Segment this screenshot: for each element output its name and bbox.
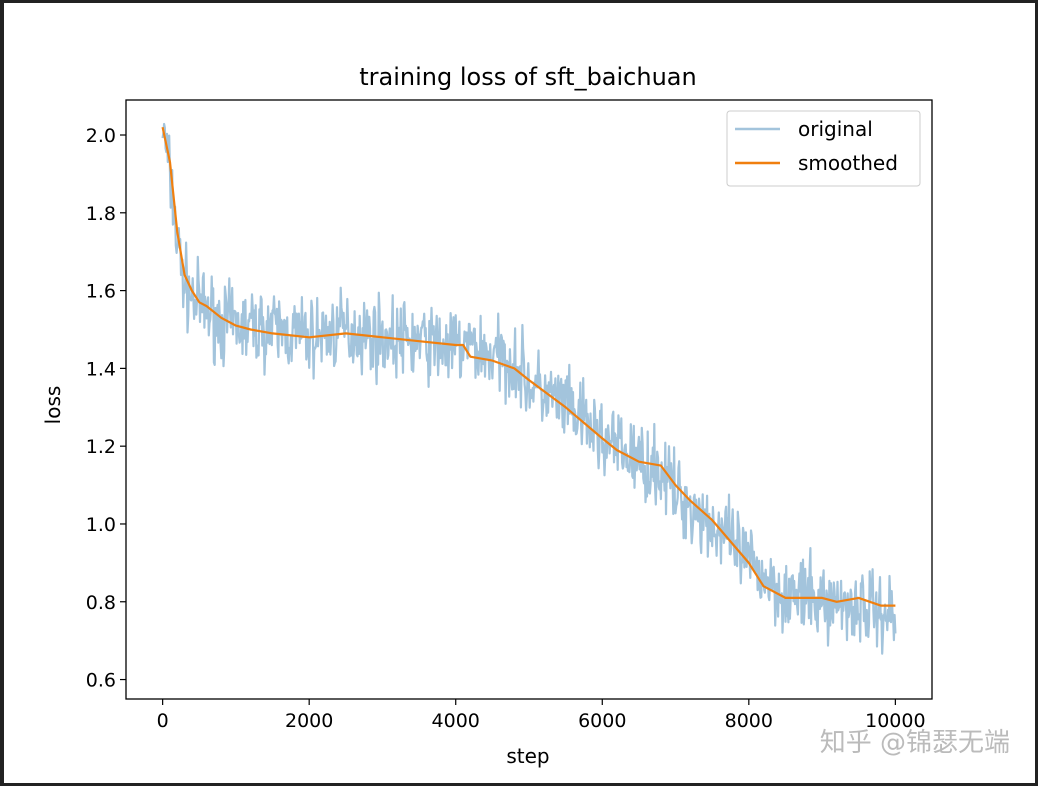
y-tick-label: 0.8 — [86, 592, 116, 614]
y-tick-label: 1.0 — [86, 514, 116, 536]
watermark: 知乎 @锦瑟无端 — [820, 728, 1010, 758]
y-axis-ticks: 0.6 0.8 1.0 1.2 1.4 1.6 1.8 2.0 — [86, 125, 126, 692]
figure-window: training loss of sft_baichuan 0 2000 4000 6… — [4, 3, 1035, 783]
series-line-smoothed — [161, 126, 896, 607]
legend: original smoothed — [726, 110, 921, 187]
y-tick-label: 0.6 — [86, 670, 116, 692]
y-tick-label: 1.2 — [86, 436, 116, 458]
series-line-original — [161, 122, 897, 655]
plot-series — [161, 122, 897, 655]
y-tick-label: 1.4 — [86, 358, 116, 380]
x-tick-label: 4000 — [432, 710, 480, 732]
x-tick-label: 6000 — [578, 710, 626, 732]
x-tick-label: 8000 — [725, 710, 773, 732]
legend-label-original: original — [798, 117, 873, 141]
x-tick-label: 2000 — [285, 710, 333, 732]
chart-title: training loss of sft_baichuan — [359, 63, 696, 91]
y-tick-label: 1.6 — [86, 281, 116, 303]
axes-frame — [125, 99, 933, 700]
legend-label-smoothed: smoothed — [798, 151, 898, 175]
chart: training loss of sft_baichuan 0 2000 4000 6… — [4, 3, 1035, 783]
y-tick-label: 1.8 — [86, 203, 116, 225]
x-axis-label: step — [506, 744, 549, 768]
y-tick-label: 2.0 — [86, 125, 116, 147]
x-tick-label: 10000 — [865, 710, 925, 732]
y-axis-label: loss — [41, 386, 65, 425]
x-tick-label: 0 — [157, 710, 169, 732]
x-axis-ticks: 0 2000 4000 6000 8000 10000 — [157, 699, 926, 732]
